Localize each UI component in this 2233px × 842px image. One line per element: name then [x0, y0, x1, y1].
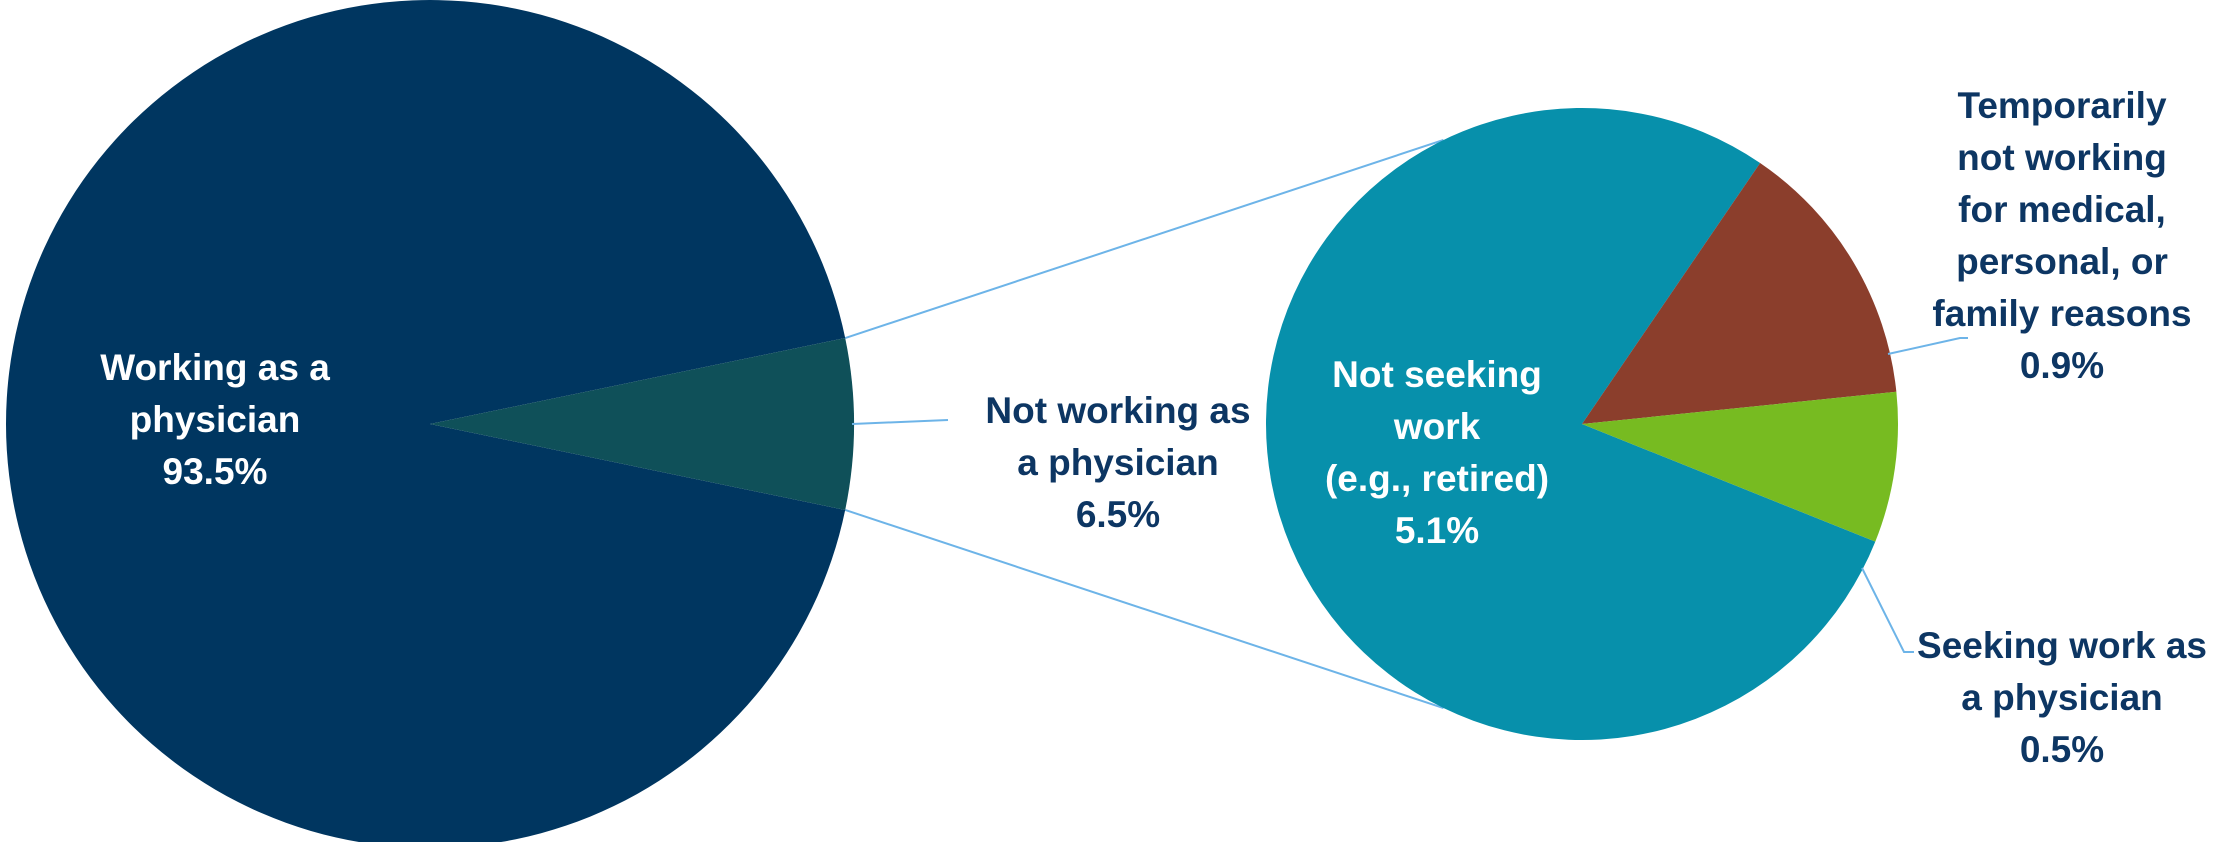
category-label-line: personal, or — [1956, 241, 2168, 282]
connector-lines — [844, 139, 1444, 709]
label-not-seeking: Not seeking work (e.g., retired) 5.1% — [1325, 354, 1549, 551]
value-label: 5.1% — [1395, 510, 1479, 551]
category-label-line: for medical, — [1958, 189, 2166, 230]
label-seeking: Seeking work as a physician 0.5% — [1917, 625, 2207, 770]
main-pie — [5, 0, 854, 842]
slice-working — [5, 0, 846, 842]
label-temporarily: Temporarily not working for medical, person… — [1932, 85, 2191, 386]
category-label-line: work — [1393, 406, 1481, 447]
value-label: 0.9% — [2020, 345, 2104, 386]
category-label-line: Not working as — [985, 390, 1250, 431]
leader-line-temporarily — [1887, 337, 1968, 355]
category-label-line: a physician — [1017, 442, 1219, 483]
slice-seeking — [1582, 391, 1899, 542]
category-label-line: Temporarily — [1957, 85, 2166, 126]
label-working: Working as a physician 93.5% — [100, 347, 330, 492]
category-label-line: a physician — [1961, 677, 2163, 718]
data-labels: Working as a physician 93.5% Not working as… — [100, 85, 2207, 770]
slice-temporarily — [1582, 162, 1897, 425]
category-label-line: not working — [1957, 137, 2167, 178]
connector-line-top — [844, 139, 1444, 339]
label-not-working: Not working as a physician 6.5% — [985, 390, 1250, 535]
value-label: 6.5% — [1076, 494, 1160, 535]
category-label-line: (e.g., retired) — [1325, 458, 1549, 499]
slice-not-working — [430, 338, 854, 510]
category-label-line: family reasons — [1932, 293, 2191, 334]
slice-not-seeking — [1266, 108, 1876, 741]
value-label: 0.5% — [2020, 729, 2104, 770]
category-label-line: Working as a — [100, 347, 330, 388]
category-label-line: physician — [130, 399, 301, 440]
secondary-pie — [1266, 108, 1899, 741]
leader-line-not-working — [851, 419, 949, 425]
connector-line-bottom — [844, 509, 1444, 709]
leader-line-seeking — [1861, 567, 1914, 653]
value-label: 93.5% — [163, 451, 268, 492]
category-label-line: Not seeking — [1332, 354, 1542, 395]
category-label-line: Seeking work as — [1917, 625, 2207, 666]
